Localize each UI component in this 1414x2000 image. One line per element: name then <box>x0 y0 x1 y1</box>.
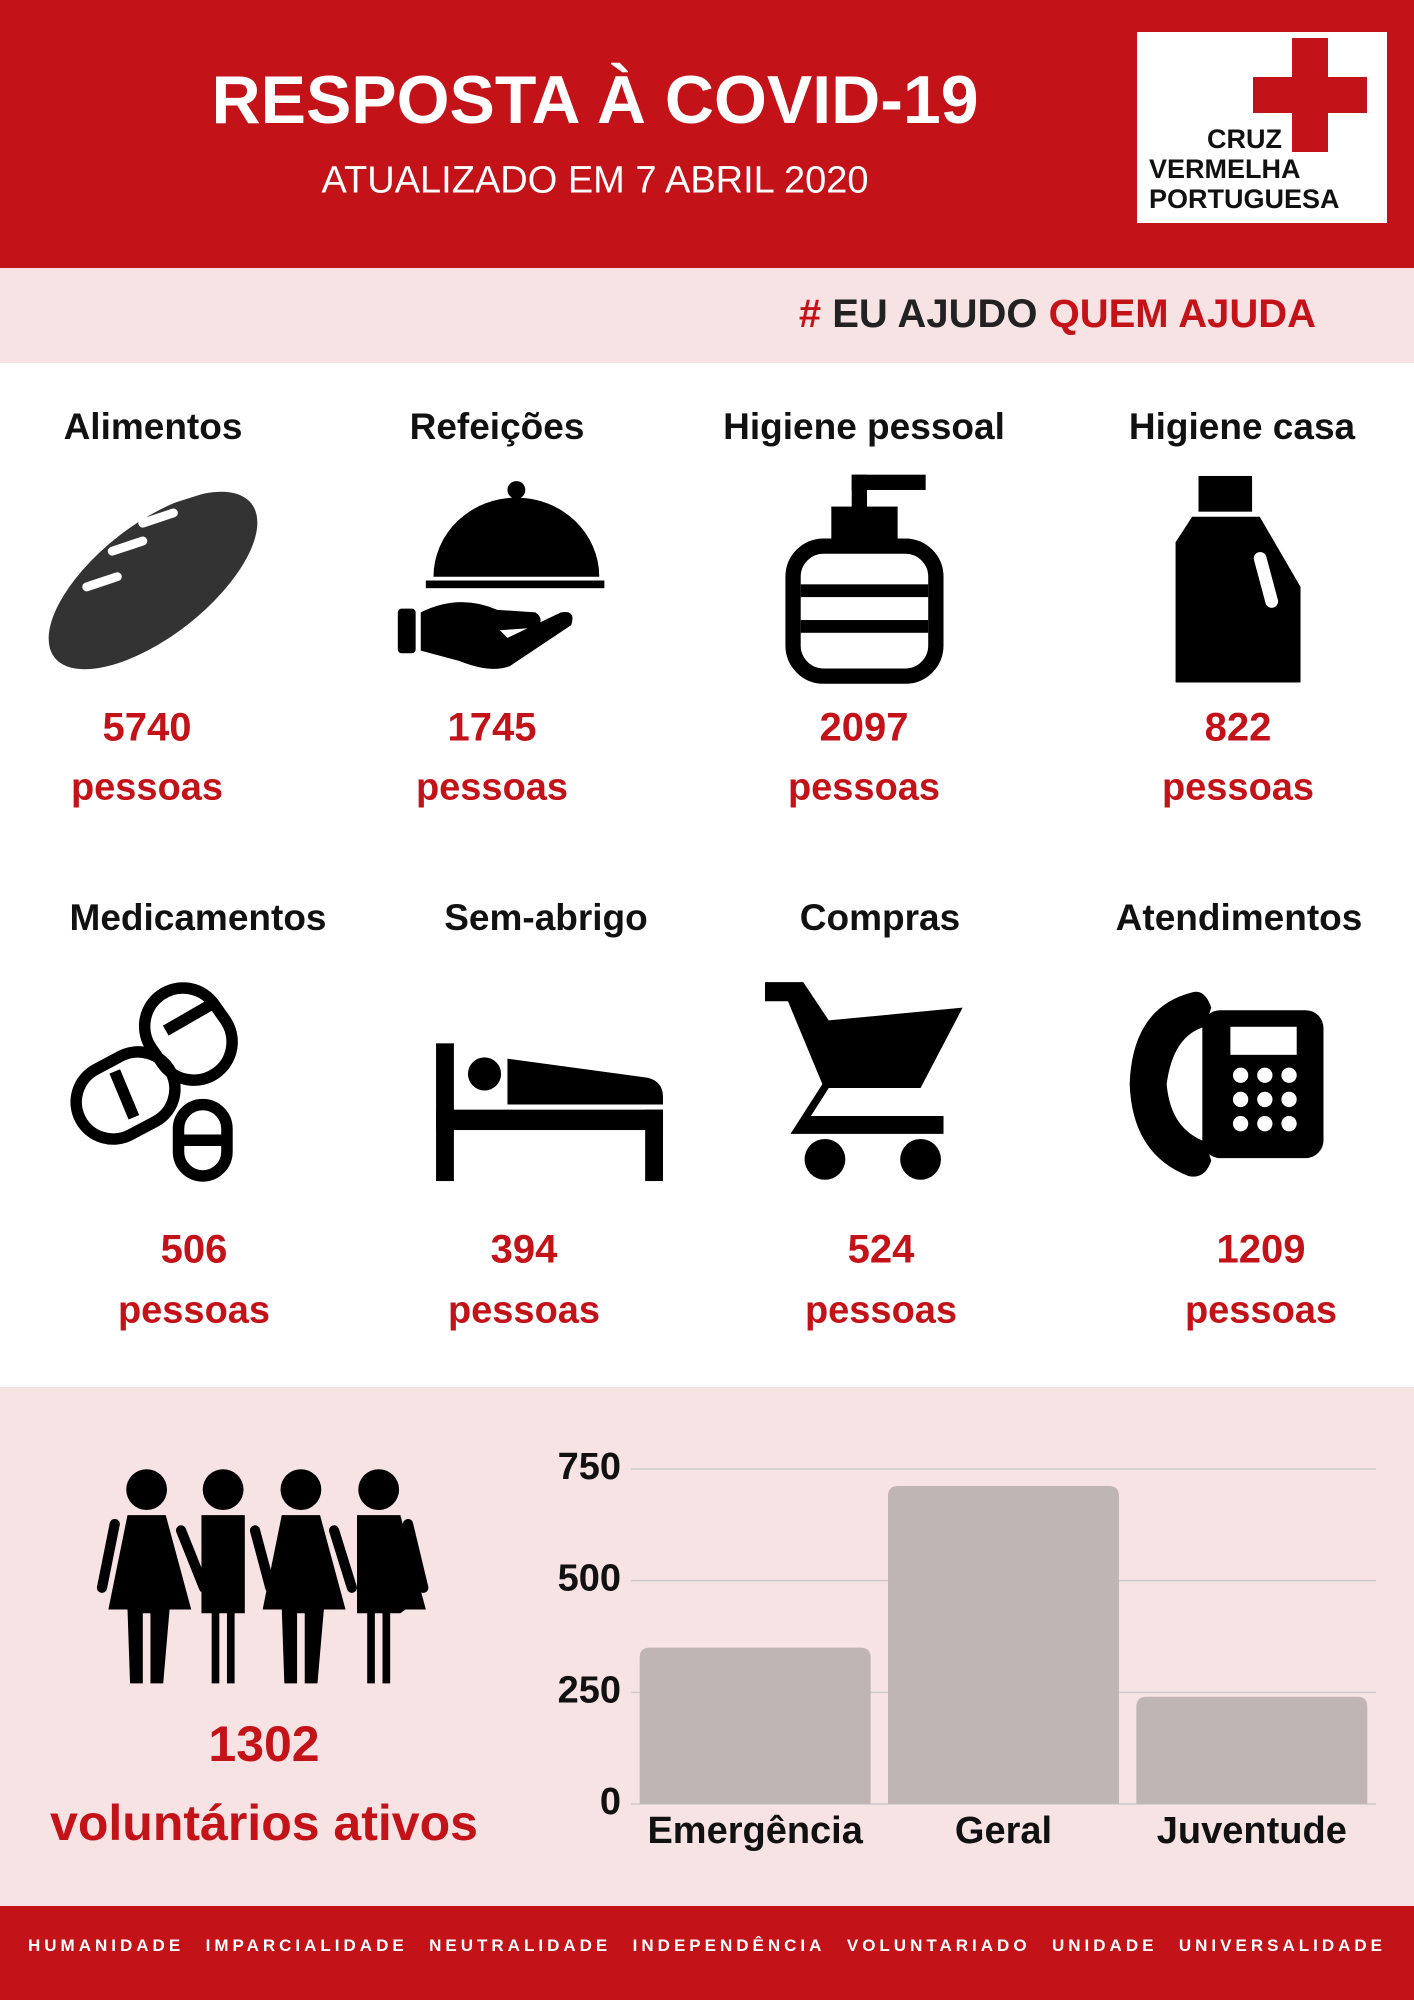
footer-word: IMPARCIALIDADE <box>205 1936 408 1955</box>
stat-value: 394 <box>490 1227 558 1272</box>
footer-word: UNIDADE <box>1051 1936 1158 1955</box>
stat-value: 2097 <box>819 705 909 750</box>
footer: HUMANIDADE IMPARCIALIDADE NEUTRALIDADE INDE… <box>28 1936 1386 1956</box>
logo-text: VERMELHA <box>1149 154 1301 184</box>
y-tick-label: 500 <box>558 1558 621 1600</box>
hashtag-band <box>0 268 1414 363</box>
stat-label: Medicamentos <box>69 897 327 938</box>
volunteers-value: 1302 <box>208 1716 320 1772</box>
stat-unit: pessoas <box>447 1289 601 1332</box>
stat-value: 506 <box>160 1227 228 1272</box>
hashtag-first: EU AJUDO <box>832 292 1038 336</box>
y-tick-label: 0 <box>600 1781 621 1823</box>
bread-icon <box>48 484 258 670</box>
detergent-icon <box>1175 475 1301 683</box>
stat-unit: pessoas <box>415 766 569 809</box>
stat-value: 1209 <box>1216 1227 1306 1272</box>
footer-word: INDEPENDÊNCIA <box>632 1936 826 1955</box>
hashtag-symbol: # <box>798 292 822 336</box>
meal-icon <box>397 481 605 669</box>
y-tick-label: 750 <box>558 1446 621 1488</box>
stat-label: Higiene pessoal <box>723 406 1005 447</box>
footer-band <box>0 1906 1414 2000</box>
stat-label: Compras <box>799 897 961 938</box>
stat-label: Higiene casa <box>1128 406 1356 447</box>
stat-value: 524 <box>847 1227 915 1272</box>
cart-icon <box>765 982 963 1180</box>
stat-unit: pessoas <box>1184 1289 1338 1332</box>
stat-value: 5740 <box>102 705 192 750</box>
logo: CRUZ VERMELHA PORTUGUESA <box>1137 32 1387 223</box>
title: RESPOSTA À COVID-19 <box>211 62 979 138</box>
phone-icon <box>1129 991 1324 1177</box>
stat-label: Refeições <box>409 406 585 447</box>
bar <box>639 1647 871 1804</box>
x-tick-label: Emergência <box>647 1810 863 1852</box>
people-icon <box>96 1469 429 1684</box>
subtitle: ATUALIZADO EM 7 ABRIL 2020 <box>321 159 869 202</box>
hashtag-second: QUEM AJUDA <box>1048 292 1316 336</box>
stat-value: 1745 <box>447 705 537 750</box>
y-tick-label: 250 <box>558 1669 621 1711</box>
stat-unit: pessoas <box>1161 766 1315 809</box>
bottom-band <box>0 1387 1414 1906</box>
stat-unit: pessoas <box>70 766 224 809</box>
stat-value: 822 <box>1204 705 1272 750</box>
stat-unit: pessoas <box>804 1289 958 1332</box>
footer-word: VOLUNTARIADO <box>846 1936 1031 1955</box>
soap-icon <box>785 474 944 684</box>
footer-word: UNIVERSALIDADE <box>1178 1936 1386 1955</box>
bed-icon <box>436 1043 664 1182</box>
stat-label: Atendimentos <box>1115 897 1363 938</box>
x-tick-label: Juventude <box>1157 1810 1347 1852</box>
bar <box>1136 1696 1368 1804</box>
footer-word: HUMANIDADE <box>28 1936 185 1955</box>
pills-icon <box>70 982 238 1182</box>
logo-text: PORTUGUESA <box>1149 184 1340 214</box>
stat-unit: pessoas <box>787 766 941 809</box>
hashtag: # EU AJUDO QUEM AJUDA <box>799 292 1316 337</box>
stat-unit: pessoas <box>117 1289 271 1332</box>
bar <box>888 1485 1119 1804</box>
logo-cross <box>1253 77 1367 113</box>
stat-label: Alimentos <box>63 406 243 447</box>
logo-text: CRUZ <box>1207 124 1282 154</box>
volunteers-label: voluntários ativos <box>50 1795 478 1851</box>
footer-word: NEUTRALIDADE <box>429 1936 612 1955</box>
stat-label: Sem-abrigo <box>444 897 648 938</box>
x-tick-label: Geral <box>955 1810 1052 1852</box>
